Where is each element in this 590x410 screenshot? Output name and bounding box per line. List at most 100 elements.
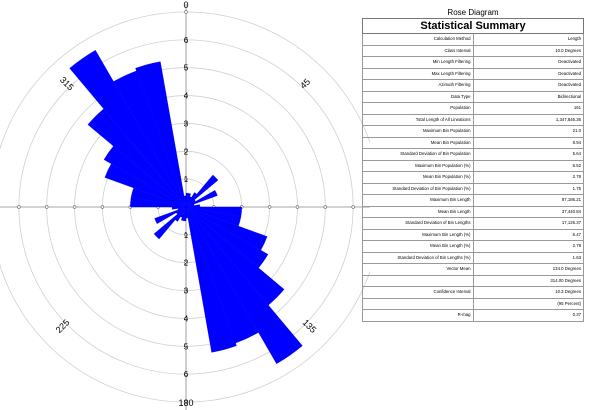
summary-row-label: Standard Deviation of Bin Lengths <box>362 217 474 230</box>
summary-row-label: Azimuth Filtering <box>362 79 474 92</box>
summary-row-label: Population <box>362 102 474 115</box>
summary-row: Mean Bin Population (%) 2.78 <box>362 171 584 184</box>
axis-tick-marker <box>323 205 327 209</box>
summary-row-value: 134.0 Degrees <box>472 263 584 276</box>
radial-tick-label: 4 <box>184 314 189 323</box>
summary-row-value: 161 <box>472 102 584 115</box>
summary-row-label: Maximum Bin Population <box>362 125 474 138</box>
summary-row-value: Deactivated <box>472 56 584 69</box>
summary-row: Total Length of All Lineations 1,347,846.… <box>362 113 584 126</box>
summary-row: Class Interval 10.0 Degrees <box>362 44 584 57</box>
axis-tick-marker <box>184 121 188 126</box>
angle-label: 180 <box>178 398 193 408</box>
axis-tick-marker <box>184 316 188 321</box>
angle-label: 45 <box>298 77 312 91</box>
summary-row: (95 Percent) <box>362 297 584 310</box>
axis-tick-marker <box>45 205 49 209</box>
axis-tick-marker <box>267 205 272 209</box>
summary-row: Maximum Bin Length (%) 6.47 <box>362 228 584 241</box>
radial-tick-label: 3 <box>184 287 189 296</box>
summary-row: Mean Bin Population 8.94 <box>362 136 584 149</box>
diagram-title: Rose Diagram <box>447 8 499 17</box>
summary-row-label: Maximum Bin Length <box>362 194 474 207</box>
axis-tick-marker <box>184 233 188 237</box>
summary-row-label <box>362 297 474 310</box>
rose-bar <box>69 49 187 208</box>
summary-row: Min Length Filtering Deactivated <box>362 56 584 69</box>
summary-title: Statistical Summary <box>362 18 584 34</box>
summary-row-value: 6.52 <box>472 159 584 172</box>
summary-row: Mean Bin Length 37,440.84 <box>362 205 584 218</box>
summary-row-value: 1.63 <box>472 251 584 264</box>
radial-tick-label: 5 <box>184 342 189 351</box>
summary-row-label <box>362 274 474 287</box>
summary-row-label: Standard Deviation of Bin Population (%) <box>362 182 474 195</box>
radial-tick-label: 1 <box>184 231 189 240</box>
axis-tick-marker <box>17 205 21 209</box>
summary-row-label: Calculation Method <box>362 33 474 46</box>
summary-row: Standard Deviation of Bin Population 5.64 <box>362 148 584 161</box>
summary-row-value: 37,440.84 <box>472 205 584 218</box>
summary-row: Maximum Bin Population (%) 6.52 <box>362 159 584 172</box>
summary-row-label: Mean Bin Length <box>362 205 474 218</box>
summary-row: Calculation Method Length <box>362 33 584 46</box>
summary-row: Maximum Bin Population 21.0 <box>362 125 584 138</box>
summary-row-label: Data Type <box>362 90 474 103</box>
rose-bar <box>185 206 189 219</box>
summary-row-label: Confidence Interval <box>362 286 474 299</box>
summary-row-value: 1,347,846.36 <box>472 113 584 126</box>
summary-row-value: Length <box>472 33 584 46</box>
axis-tick-marker <box>184 66 188 70</box>
radial-tick-label: 2 <box>184 147 189 156</box>
axis-tick-marker <box>184 38 188 42</box>
angle-label: 0 <box>183 0 188 10</box>
summary-row-label: Min Length Filtering <box>362 56 474 69</box>
summary-row-label: Maximum Bin Population (%) <box>362 159 474 172</box>
summary-row: R-mag 0.37 <box>362 309 584 322</box>
rose-bar <box>154 206 187 224</box>
summary-row: Standard Deviation of Bin Lengths (%) 1.6… <box>362 251 584 264</box>
axis-tick-marker <box>184 10 188 14</box>
summary-row-label: Standard Deviation of Bin Population <box>362 148 474 161</box>
summary-row-value: 5.64 <box>472 148 584 161</box>
summary-row-value: Deactivated <box>472 79 584 92</box>
summary-row: 314.00 Degrees <box>362 274 584 287</box>
radial-tick-label: 6 <box>184 36 189 45</box>
summary-row: Mean Bin Length (%) 2.78 <box>362 240 584 253</box>
summary-row-label: Total Length of All Lineations <box>362 113 474 126</box>
summary-row-value: 1.75 <box>472 182 584 195</box>
axis-tick-marker <box>351 205 355 209</box>
rose-bar <box>185 206 237 353</box>
summary-row: Standard Deviation of Bin Lengths 17,126.… <box>362 217 584 230</box>
axis-tick-marker <box>184 177 188 181</box>
rose-bar <box>185 206 303 365</box>
rose-bar <box>153 206 187 240</box>
summary-row-value: 2.78 <box>472 171 584 184</box>
axis-tick-marker <box>72 205 77 209</box>
rose-chart-svg: 11223344556604590135180225270315 <box>0 0 370 410</box>
summary-row: Maximum Bin Length 87,186.21 <box>362 194 584 207</box>
radial-tick-label: 6 <box>184 370 189 379</box>
summary-row-value: 87,186.21 <box>472 194 584 207</box>
axis-tick-marker <box>184 372 188 376</box>
statistical-summary-panel: Rose Diagram Statistical Summary Calcula… <box>362 8 584 322</box>
summary-row-value: 8.94 <box>472 136 584 149</box>
summary-row: Population 161 <box>362 102 584 115</box>
summary-row-label: Vector Mean <box>362 263 474 276</box>
axis-tick-marker <box>184 400 188 404</box>
radial-tick-label: 1 <box>184 175 189 184</box>
axis-tick-marker <box>184 288 188 293</box>
summary-row-label: Standard Deviation of Bin Lengths (%) <box>362 251 474 264</box>
summary-row: Vector Mean 134.0 Degrees <box>362 263 584 276</box>
summary-row-value: 2.78 <box>472 240 584 253</box>
angle-label: 225 <box>54 317 72 335</box>
summary-row: Confidence Interval 10.3 Degrees <box>362 286 584 299</box>
summary-row-value: 314.00 Degrees <box>472 274 584 287</box>
summary-row-value: 6.47 <box>472 228 584 241</box>
summary-row-value: Deactivated <box>472 67 584 80</box>
radial-tick-label: 4 <box>184 92 189 101</box>
rose-diagram: 11223344556604590135180225270315 <box>0 0 370 410</box>
summary-row-value: 10.3 Degrees <box>472 286 584 299</box>
rose-bar <box>183 195 187 208</box>
summary-row-label: Mean Bin Population <box>362 136 474 149</box>
